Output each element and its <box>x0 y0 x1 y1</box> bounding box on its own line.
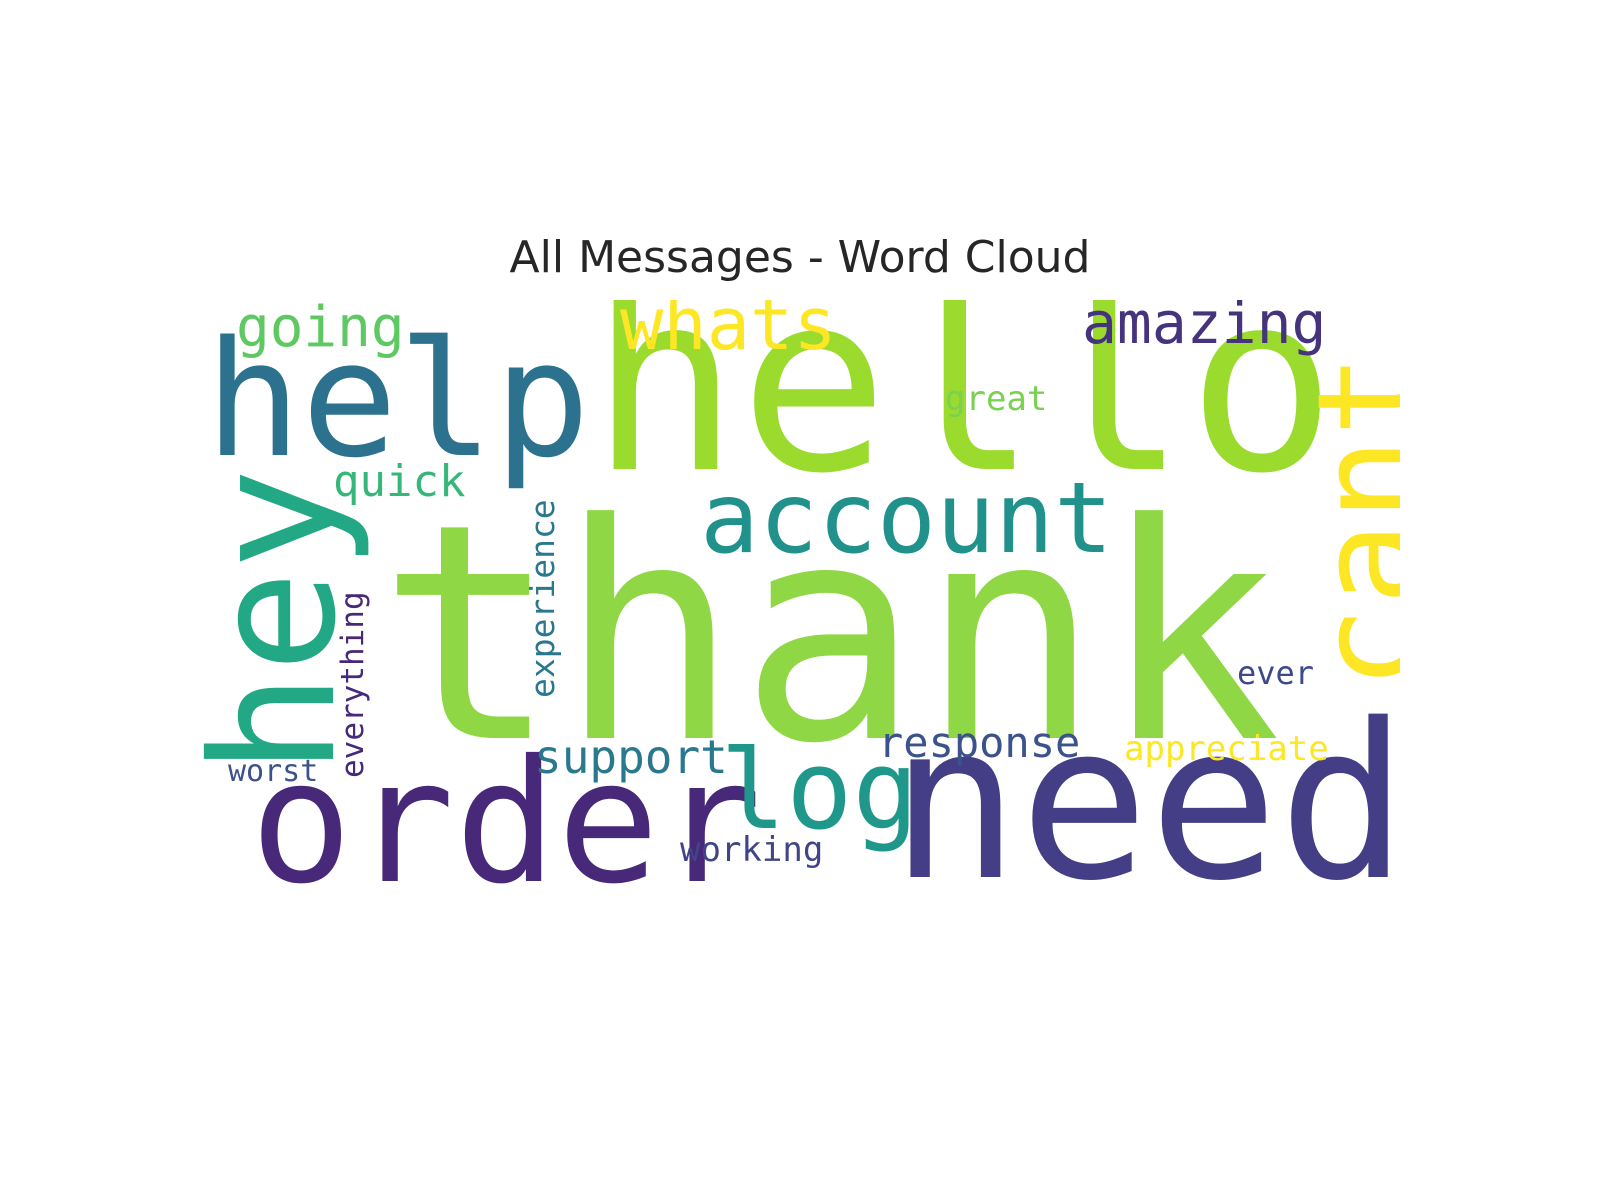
word-going: going <box>236 300 405 360</box>
word-need: need <box>890 677 1400 900</box>
word-order: order <box>250 724 762 900</box>
word-cant: cant <box>1288 352 1400 690</box>
word-hello: hello <box>590 300 1337 528</box>
word-response: response <box>878 718 1081 767</box>
figure-title: All Messages - Word Cloud <box>509 232 1091 283</box>
word-great: great <box>945 379 1048 419</box>
word-whats: whats <box>620 300 837 366</box>
word-cloud: thank hello need order help account log … <box>200 300 1400 900</box>
word-working: working <box>680 830 824 870</box>
word-quick: quick <box>333 456 466 507</box>
word-appreciate: appreciate <box>1124 729 1329 769</box>
word-support: support <box>534 730 728 784</box>
word-log: log <box>720 726 919 854</box>
word-experience: experience <box>523 499 562 698</box>
word-thank: thank <box>378 460 1282 809</box>
word-account: account <box>700 462 1114 576</box>
word-worst: worst <box>228 754 319 789</box>
word-help: help <box>205 306 591 493</box>
word-everything: everything <box>335 591 371 778</box>
word-ever: ever <box>1237 654 1315 692</box>
word-amazing: amazing <box>1082 300 1327 357</box>
